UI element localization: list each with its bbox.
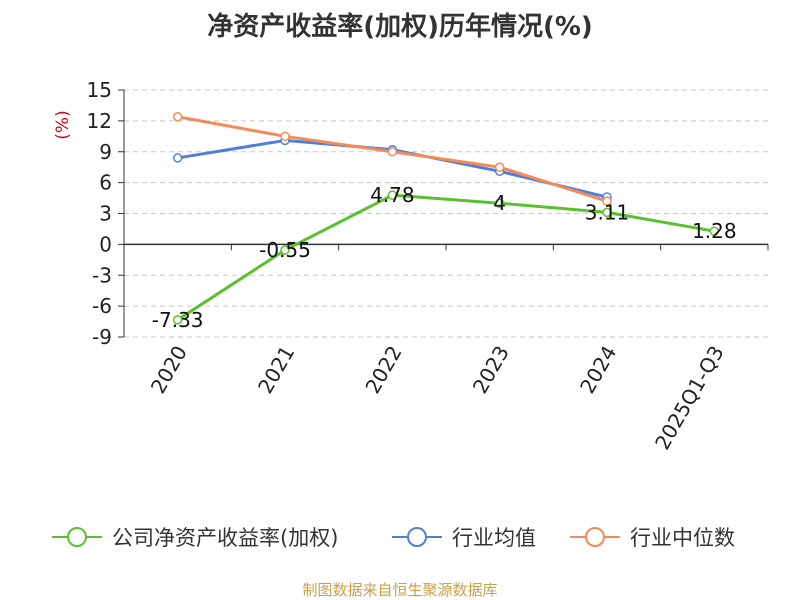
data-point	[494, 162, 505, 172]
axes: 15 12 9 6 3 0 -3 -6 -9 (%) 2020 2021 2022 2023 2024 202…	[53, 78, 769, 454]
y-tick-label: 3	[99, 202, 112, 226]
data-point	[172, 112, 183, 122]
x-category-label: 2020	[146, 342, 192, 398]
y-tick-label: 15	[87, 78, 112, 102]
y-tick-label: -3	[92, 263, 112, 287]
x-category-label: 2025Q1-Q3	[650, 342, 729, 454]
data-point	[280, 131, 290, 142]
data-point	[387, 190, 398, 200]
legend-marker	[67, 527, 87, 547]
x-category-label: 2021	[253, 342, 299, 398]
data-point	[280, 245, 290, 255]
y-tick-label: 12	[87, 109, 112, 133]
legend: 公司净资产收益率(加权) 行业均值 行业中位数	[52, 526, 735, 550]
data-label: 4.78	[370, 183, 415, 207]
data-point	[387, 147, 398, 157]
y-tick-label: 9	[99, 140, 112, 164]
y-tick-label: 0	[99, 232, 112, 256]
x-category-label: 2022	[360, 342, 406, 398]
data-point	[172, 315, 183, 325]
data-point	[172, 153, 183, 163]
grid-lines	[124, 89, 768, 338]
data-label: -0.55	[259, 238, 311, 262]
legend-label: 行业均值	[452, 526, 536, 550]
series-line	[176, 193, 715, 322]
y-tick-label: -6	[92, 294, 112, 318]
legend-label: 行业中位数	[630, 526, 735, 550]
legend-marker	[407, 527, 427, 547]
y-tick-label: -9	[92, 325, 112, 349]
series-lines	[172, 112, 720, 325]
data-point	[602, 196, 612, 206]
data-label: 1.28	[692, 219, 737, 243]
data-labels: -7.33 -0.55 4.78 4 3.11 1.28	[152, 183, 737, 332]
y-unit-label: (%)	[53, 110, 73, 139]
x-category-label: 2024	[575, 342, 621, 398]
source-note: 制图数据来自恒生聚源数据库	[302, 581, 498, 599]
data-label: 4	[493, 191, 506, 215]
legend-marker	[585, 527, 605, 547]
data-point	[602, 207, 612, 218]
chart-title: 净资产收益率(加权)历年情况(%)	[207, 12, 593, 42]
data-label: -7.33	[152, 308, 204, 332]
x-category-label: 2023	[468, 341, 514, 397]
data-label: 3.11	[585, 200, 630, 224]
data-point	[709, 226, 720, 236]
data-point	[494, 198, 505, 208]
legend-label: 公司净资产收益率(加权)	[112, 526, 338, 550]
y-tick-label: 6	[99, 171, 112, 195]
